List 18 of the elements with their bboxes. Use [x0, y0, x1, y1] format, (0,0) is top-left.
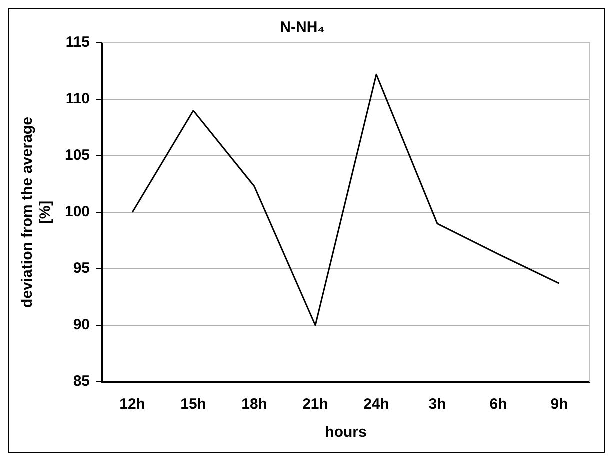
- y-tick-label: 100: [64, 204, 90, 221]
- y-tick-label: 105: [64, 147, 90, 164]
- x-tick-label: 15h: [180, 396, 206, 414]
- x-tick-label: 21h: [302, 396, 328, 414]
- y-tick-label: 110: [66, 90, 90, 108]
- x-tick-label: 24h: [364, 396, 390, 414]
- x-tick-label: 6h: [490, 396, 508, 414]
- y-tick-label: 85: [73, 373, 90, 390]
- x-tick-label: 3h: [428, 396, 446, 414]
- x-tick-label: 12h: [120, 396, 146, 414]
- x-axis-title: hours: [325, 424, 367, 442]
- x-tick-label: 18h: [242, 396, 268, 414]
- y-axis-title: deviation from the average [%]: [19, 117, 54, 308]
- y-tick-label: 115: [66, 34, 90, 52]
- y-tick-label: 95: [73, 260, 90, 278]
- y-tick-label: 90: [73, 316, 90, 334]
- x-tick-label: 9h: [550, 396, 568, 414]
- chart-title: N-NH₄: [280, 19, 325, 36]
